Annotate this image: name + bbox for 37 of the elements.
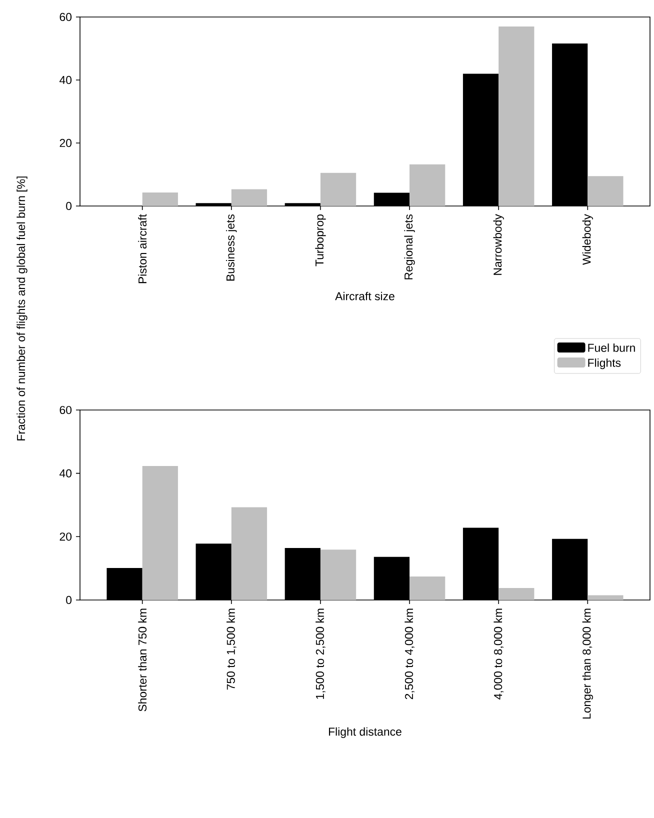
- x-tick-label: Regional jets: [404, 214, 415, 280]
- x-tick-label: Turboprop: [315, 214, 326, 266]
- bar: [588, 176, 624, 206]
- y-tick-label: 60: [60, 406, 72, 414]
- legend-label: Flights: [588, 358, 621, 370]
- bar: [498, 26, 534, 206]
- x-tick-label: 2,500 to 4,000 km: [404, 608, 414, 700]
- bar: [231, 189, 268, 206]
- x-tick-label: Business jets: [226, 214, 237, 281]
- y-tick-label: 40: [60, 76, 72, 84]
- bar: [498, 588, 534, 600]
- bar: [142, 466, 178, 600]
- bar: [231, 507, 268, 600]
- x-tick-label: 750 to 1,500 km: [226, 608, 236, 690]
- x-tick-label: Shorter than 750 km: [138, 608, 147, 712]
- bar: [142, 192, 178, 206]
- x-axis-title: Aircraft size: [335, 292, 394, 300]
- bar: [410, 164, 446, 206]
- x-tick-label: Piston aircraft: [138, 214, 147, 284]
- y-tick-label: 0: [66, 202, 72, 210]
- x-tick-label: 1,500 to 2,500 km: [316, 608, 326, 699]
- y-axis-title: Fraction of number of flights and global fuel burn [%]: [16, 176, 28, 440]
- x-tick-label: 4,000 to 8,000 km: [494, 608, 504, 700]
- y-tick-label: 0: [66, 596, 72, 604]
- x-tick-label: Narrowbody: [493, 214, 504, 275]
- y-tick-label: 20: [60, 138, 72, 148]
- x-axis-title: Flight distance: [329, 727, 402, 738]
- x-tick-label: Widebody: [582, 214, 593, 265]
- bar: [588, 595, 624, 600]
- legend-label: Fuel burn: [588, 343, 635, 352]
- bar: [320, 172, 356, 206]
- x-tick-label: Longer than 8,000 km: [582, 608, 593, 719]
- bar: [410, 576, 446, 600]
- y-tick-label: 40: [60, 469, 72, 478]
- y-tick-label: 60: [60, 12, 72, 22]
- y-tick-label: 20: [60, 532, 72, 541]
- bar: [320, 550, 356, 600]
